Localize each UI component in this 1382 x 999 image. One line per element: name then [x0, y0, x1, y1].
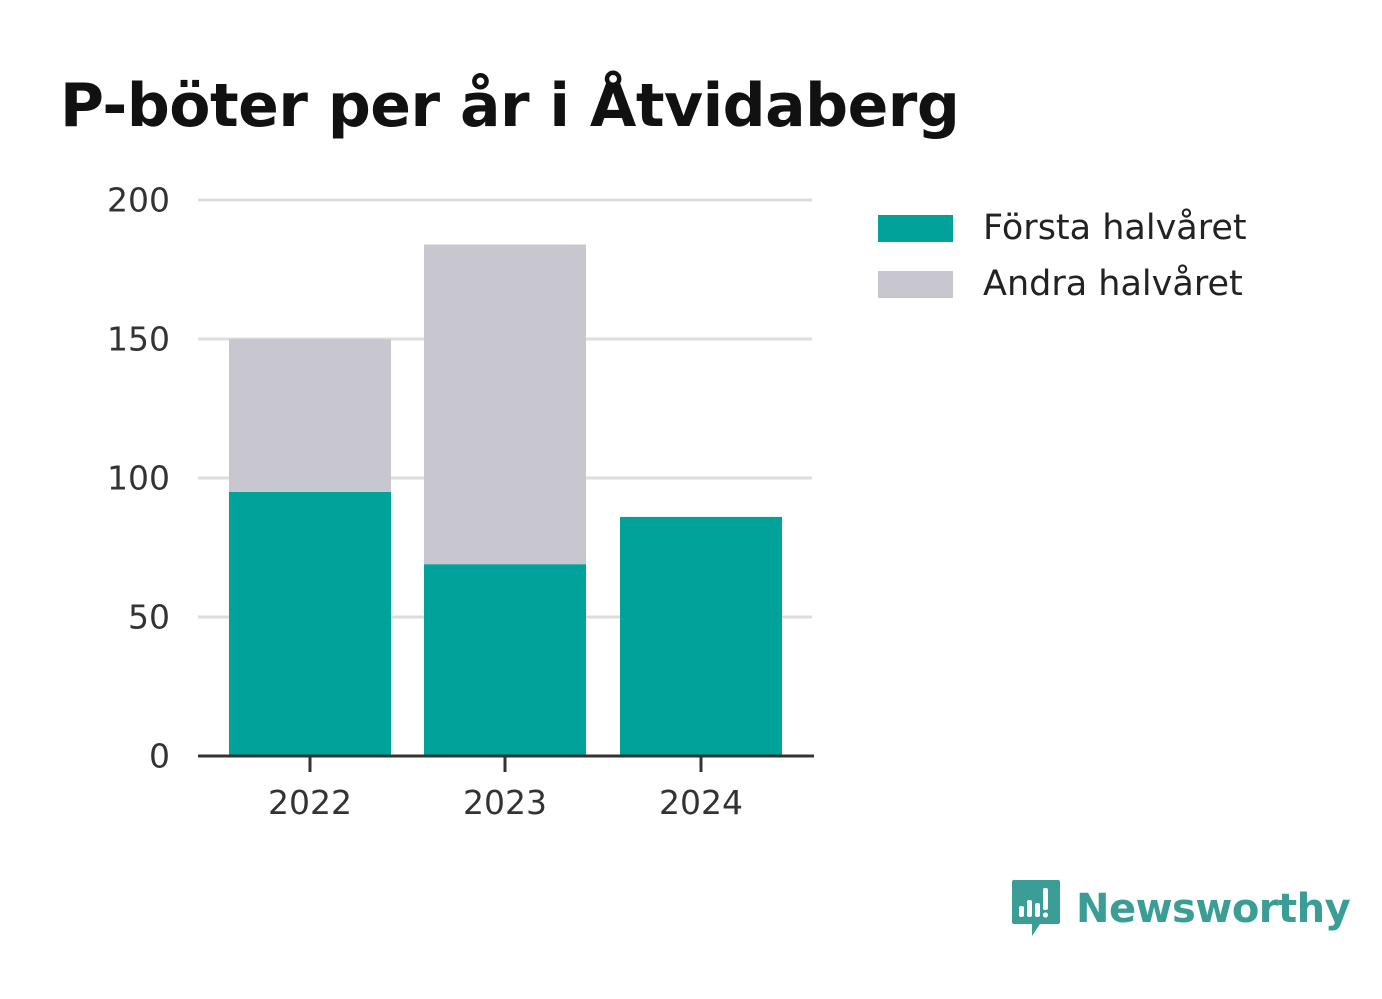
legend-swatch-second-half	[878, 270, 953, 298]
x-tick-label-2024: 2024	[659, 783, 743, 822]
chart-title: P-böter per år i Åtvidaberg	[60, 71, 960, 141]
bar-2022-first-half	[229, 491, 391, 756]
legend: Första halvåret Andra halvåret	[878, 200, 1247, 312]
x-axis-ticks: 2022 2023 2024	[268, 783, 743, 822]
legend-item-second-half: Andra halvåret	[878, 256, 1247, 312]
y-axis-ticks: 0 50 100 150 200	[107, 181, 170, 776]
legend-label-second-half: Andra halvåret	[983, 264, 1243, 304]
legend-item-first-half: Första halvåret	[878, 200, 1247, 256]
y-tick-label-0: 0	[149, 737, 170, 776]
bars	[229, 244, 782, 756]
newsworthy-logo-icon	[1012, 880, 1060, 936]
brand-logo: Newsworthy	[1010, 878, 1351, 940]
legend-label-first-half: Första halvåret	[983, 208, 1247, 248]
brand-name: Newsworthy	[1076, 886, 1351, 932]
x-axis	[198, 754, 814, 772]
bar-2022-second-half	[229, 339, 391, 492]
bar-2024-first-half	[620, 516, 782, 756]
y-tick-label-150: 150	[107, 320, 170, 359]
x-tick-label-2022: 2022	[268, 783, 352, 822]
y-tick-label-50: 50	[128, 598, 170, 637]
y-tick-label-200: 200	[107, 181, 170, 220]
y-tick-label-100: 100	[107, 459, 170, 498]
bar-2023-first-half	[424, 564, 586, 756]
x-tick-label-2023: 2023	[463, 783, 547, 822]
bar-2023-second-half	[424, 244, 586, 565]
legend-swatch-first-half	[878, 214, 953, 242]
